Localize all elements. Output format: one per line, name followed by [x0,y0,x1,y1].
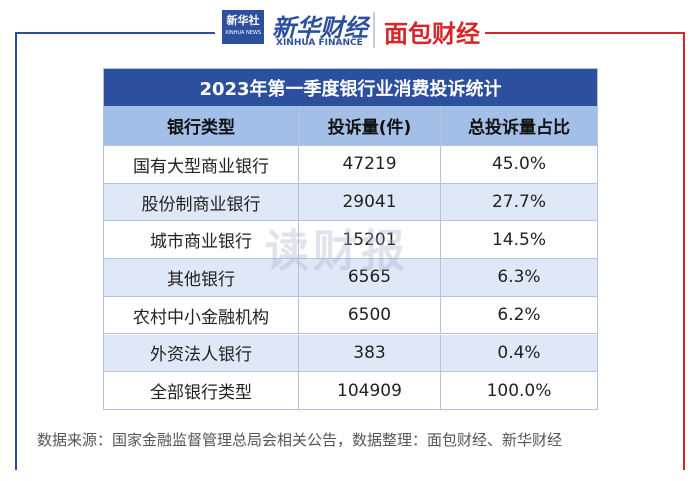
table-cell: 0.4% [441,334,597,373]
table-cell: 100.0% [441,372,597,410]
table-cell: 47219 [299,146,441,184]
table-cell: 6565 [299,259,441,297]
footer-source: 数据来源：国家金融监督管理总局会相关公告，数据整理：面包财经、新华财经 [37,431,563,449]
table-cell: 6500 [299,296,441,335]
xinhua-logo: 新华社 [226,14,260,27]
table-cell: 股份制商业银行 [104,183,299,222]
table-cell: 其他银行 [104,259,299,297]
table-cell: 外资法人银行 [104,334,299,373]
table-cell: 6.3% [441,259,597,297]
table-cell: 29041 [299,183,441,222]
table-cell: 104909 [299,372,441,410]
table-cell: 城市商业银行 [104,221,299,260]
xinhua-logo-en: XINHUA NEWS [224,30,262,36]
finance-logo-en: XINHUA FINANCE [276,38,363,48]
table-cell: 6.2% [441,296,597,335]
column-header: 总投诉量占比 [441,106,597,146]
table-cell: 14.5% [441,221,597,260]
watermark: 读财报 [265,226,409,277]
column-header: 投诉量(件) [299,106,441,146]
table-cell: 国有大型商业银行 [104,146,299,184]
table-cell: 15201 [299,221,441,260]
finance-logo: 新华财经 [272,13,368,42]
column-header: 银行类型 [104,106,299,146]
table-cell: 全部银行类型 [104,372,299,410]
table-title: 2023年第一季度银行业消费投诉统计 [104,69,597,106]
table-cell: 27.7% [441,183,597,222]
mianbao-logo: 面包财经 [384,20,480,48]
table-cell: 45.0% [441,146,597,184]
table: 2023年第一季度银行业消费投诉统计 银行类型 投诉量(件) 总投诉量占比国有大型商… [103,68,598,410]
table-cell: 农村中小金融机构 [104,296,299,335]
table-cell: 383 [299,334,441,373]
